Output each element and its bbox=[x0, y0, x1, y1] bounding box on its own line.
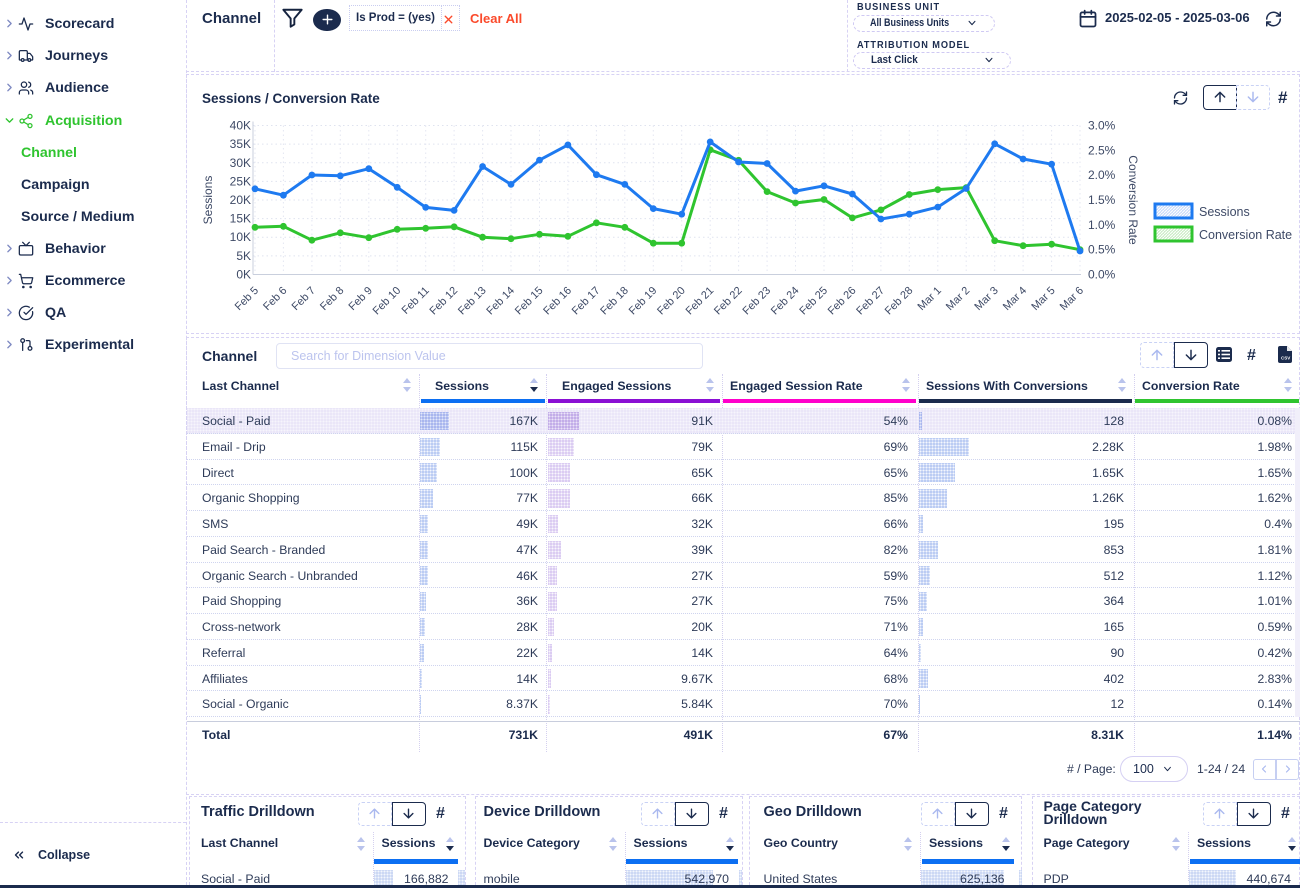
svg-text:25K: 25K bbox=[230, 174, 251, 188]
svg-text:1.0%: 1.0% bbox=[1088, 218, 1116, 232]
svg-text:Feb 7: Feb 7 bbox=[290, 285, 318, 313]
svg-text:Mar 1: Mar 1 bbox=[916, 285, 944, 313]
svg-text:1.5%: 1.5% bbox=[1088, 193, 1116, 207]
svg-text:Feb 26: Feb 26 bbox=[826, 285, 859, 318]
svg-text:Feb 8: Feb 8 bbox=[318, 285, 346, 313]
svg-text:Sessions: Sessions bbox=[201, 176, 215, 225]
svg-text:2.0%: 2.0% bbox=[1088, 168, 1116, 182]
svg-text:Mar 3: Mar 3 bbox=[972, 285, 1000, 313]
svg-text:5K: 5K bbox=[236, 249, 251, 263]
svg-text:Mar 6: Mar 6 bbox=[1058, 285, 1086, 313]
svg-text:Feb 19: Feb 19 bbox=[627, 285, 660, 318]
svg-text:Mar 4: Mar 4 bbox=[1001, 285, 1029, 313]
svg-text:2.5%: 2.5% bbox=[1088, 143, 1116, 157]
svg-text:Feb 12: Feb 12 bbox=[428, 285, 461, 318]
svg-text:3.0%: 3.0% bbox=[1088, 119, 1116, 133]
svg-text:35K: 35K bbox=[230, 137, 251, 151]
svg-text:Sessions: Sessions bbox=[1199, 205, 1250, 219]
svg-text:Feb 11: Feb 11 bbox=[400, 285, 432, 317]
svg-text:Feb 13: Feb 13 bbox=[456, 285, 489, 318]
svg-text:Feb 21: Feb 21 bbox=[684, 285, 717, 318]
svg-text:Feb 6: Feb 6 bbox=[261, 285, 289, 313]
svg-text:40K: 40K bbox=[230, 119, 251, 133]
svg-text:0.0%: 0.0% bbox=[1088, 268, 1116, 282]
svg-text:Feb 27: Feb 27 bbox=[854, 285, 887, 318]
svg-text:Feb 23: Feb 23 bbox=[741, 285, 774, 318]
svg-text:Feb 18: Feb 18 bbox=[598, 285, 631, 318]
svg-text:15K: 15K bbox=[230, 212, 251, 226]
svg-text:Feb 17: Feb 17 bbox=[570, 285, 603, 318]
svg-text:Feb 20: Feb 20 bbox=[655, 285, 688, 318]
svg-text:Feb 28: Feb 28 bbox=[883, 285, 916, 318]
svg-text:20K: 20K bbox=[230, 193, 251, 207]
svg-text:0.5%: 0.5% bbox=[1088, 243, 1116, 257]
svg-text:Feb 22: Feb 22 bbox=[712, 285, 745, 318]
svg-text:30K: 30K bbox=[230, 156, 251, 170]
svg-text:Feb 25: Feb 25 bbox=[797, 285, 830, 318]
svg-text:Feb 16: Feb 16 bbox=[541, 285, 574, 318]
svg-text:Conversion Rate: Conversion Rate bbox=[1126, 155, 1140, 245]
svg-text:Feb 24: Feb 24 bbox=[769, 285, 802, 318]
svg-text:Feb 15: Feb 15 bbox=[513, 285, 546, 318]
svg-text:0K: 0K bbox=[236, 268, 251, 282]
svg-text:Mar 2: Mar 2 bbox=[944, 285, 972, 313]
svg-text:Feb 14: Feb 14 bbox=[484, 285, 517, 318]
svg-text:Feb 10: Feb 10 bbox=[371, 285, 404, 318]
svg-text:Feb 5: Feb 5 bbox=[233, 285, 261, 313]
svg-text:10K: 10K bbox=[230, 230, 251, 244]
svg-text:Conversion Rate: Conversion Rate bbox=[1199, 228, 1292, 242]
svg-text:CSV: CSV bbox=[1281, 356, 1290, 361]
svg-text:Mar 5: Mar 5 bbox=[1029, 285, 1057, 313]
